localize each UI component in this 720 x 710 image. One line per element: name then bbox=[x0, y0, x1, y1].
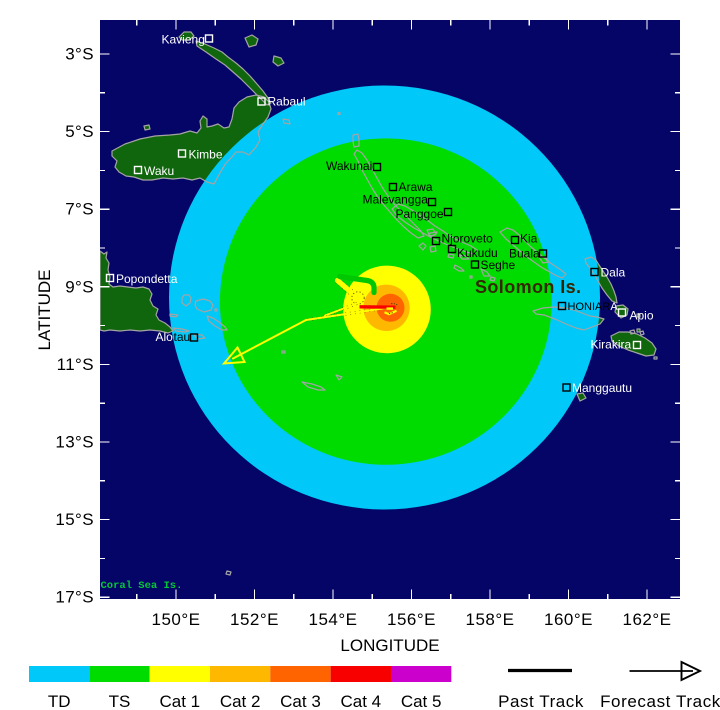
svg-text:Dala: Dala bbox=[601, 266, 626, 280]
svg-text:Past Track: Past Track bbox=[498, 692, 584, 710]
svg-text:Popondetta: Popondetta bbox=[116, 272, 178, 286]
svg-text:Kukudu: Kukudu bbox=[457, 246, 498, 260]
svg-text:162°E: 162°E bbox=[622, 610, 671, 629]
svg-text:5°S: 5°S bbox=[65, 122, 94, 141]
svg-text:3°S: 3°S bbox=[65, 45, 94, 64]
svg-text:Seghe: Seghe bbox=[481, 258, 516, 272]
svg-text:Forecast Track: Forecast Track bbox=[600, 692, 720, 710]
svg-text:Manggautu: Manggautu bbox=[572, 381, 632, 395]
svg-text:13°S: 13°S bbox=[55, 433, 94, 452]
svg-text:Solomon Is.: Solomon Is. bbox=[475, 277, 581, 297]
svg-text:9°S: 9°S bbox=[65, 277, 94, 296]
svg-text:Kavieng: Kavieng bbox=[162, 33, 205, 47]
svg-text:Cat 4: Cat 4 bbox=[340, 692, 381, 710]
svg-text:Arawa: Arawa bbox=[399, 180, 433, 194]
svg-text:152°E: 152°E bbox=[230, 610, 279, 629]
svg-text:15°S: 15°S bbox=[55, 510, 94, 529]
svg-text:Coral Sea Is.: Coral Sea Is. bbox=[101, 580, 183, 592]
svg-text:tau: tau bbox=[174, 330, 191, 344]
svg-text:154°E: 154°E bbox=[308, 610, 357, 629]
svg-text:Njoroveto: Njoroveto bbox=[442, 232, 494, 246]
svg-text:Kia: Kia bbox=[520, 232, 538, 246]
svg-text:Kirakira: Kirakira bbox=[591, 338, 632, 352]
svg-text:TS: TS bbox=[109, 692, 131, 710]
svg-text:TD: TD bbox=[48, 692, 71, 710]
svg-text:Apio: Apio bbox=[630, 309, 654, 323]
svg-text:150°E: 150°E bbox=[151, 610, 200, 629]
svg-text:Buala: Buala bbox=[509, 247, 540, 261]
svg-text:160°E: 160°E bbox=[544, 610, 593, 629]
svg-text:Rabaul: Rabaul bbox=[268, 95, 306, 109]
svg-text:Kimbe: Kimbe bbox=[189, 148, 223, 162]
svg-text:LONGITUDE: LONGITUDE bbox=[340, 636, 439, 655]
svg-text:Cat 5: Cat 5 bbox=[401, 692, 442, 710]
svg-text:A: A bbox=[610, 301, 618, 313]
svg-text:Wakunai: Wakunai bbox=[326, 159, 372, 173]
svg-text:Panggoe: Panggoe bbox=[396, 207, 444, 221]
svg-text:Cat 2: Cat 2 bbox=[220, 692, 261, 710]
svg-text:17°S: 17°S bbox=[55, 588, 94, 607]
svg-text:7°S: 7°S bbox=[65, 200, 94, 219]
svg-text:Alo: Alo bbox=[156, 330, 174, 344]
svg-text:158°E: 158°E bbox=[465, 610, 514, 629]
svg-text:Malevangga: Malevangga bbox=[363, 193, 429, 207]
svg-text:Waku: Waku bbox=[144, 164, 174, 178]
svg-text:156°E: 156°E bbox=[387, 610, 436, 629]
svg-text:11°S: 11°S bbox=[57, 355, 94, 374]
svg-text:HONIAR: HONIAR bbox=[568, 301, 611, 313]
svg-text:LATITUDE: LATITUDE bbox=[35, 270, 54, 351]
svg-text:Cat 1: Cat 1 bbox=[160, 692, 201, 710]
svg-text:Cat 3: Cat 3 bbox=[280, 692, 321, 710]
